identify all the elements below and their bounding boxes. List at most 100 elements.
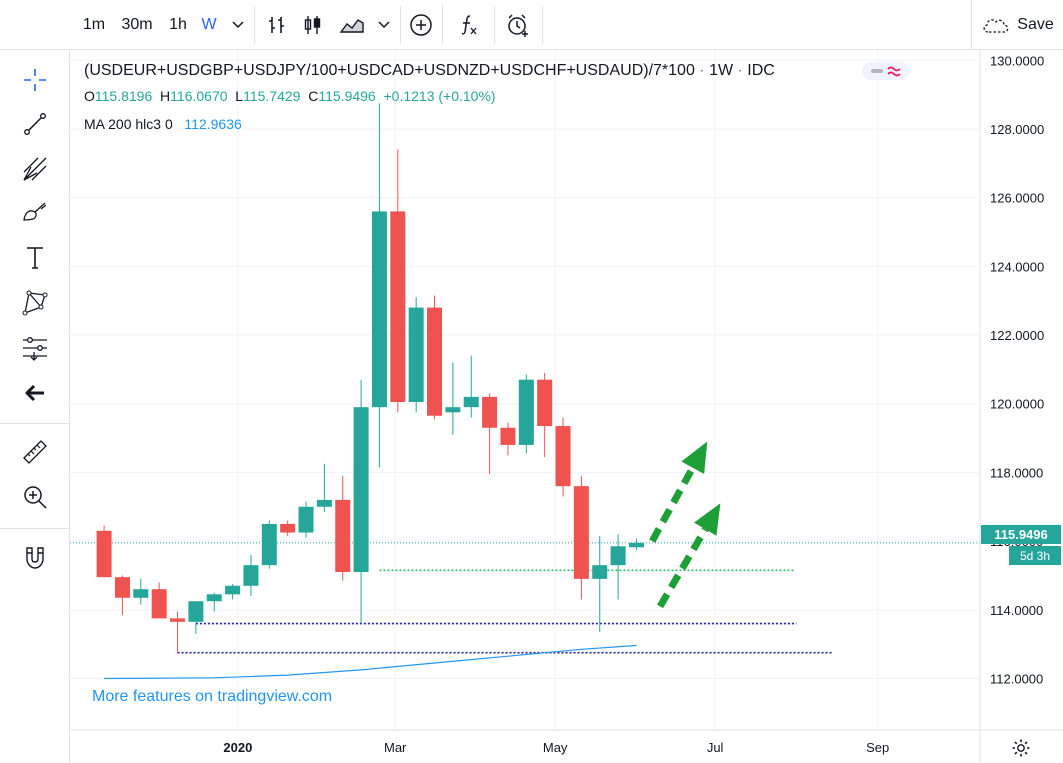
candle-body [390, 211, 406, 403]
interval-w[interactable]: W [196, 0, 222, 50]
time-tick-label: May [543, 740, 568, 755]
cloud-icon [983, 19, 1009, 33]
price-tick-label: 120.0000 [990, 397, 1044, 412]
legend-title-row: (USDEUR+USDGBP+USDJPY/100+USDCAD+USDNZD+… [84, 62, 775, 80]
toolbar-divider [400, 6, 401, 44]
interval-1m[interactable]: 1m [76, 0, 112, 50]
back-tool[interactable] [15, 373, 55, 413]
ma-legend-row[interactable]: MA 200 hlc3 0 112.9636 [84, 116, 242, 132]
plus-circle-icon [410, 14, 432, 36]
candle-body [96, 530, 112, 578]
candle-body [353, 407, 369, 573]
ma-layer [104, 644, 637, 680]
pattern-tool[interactable] [15, 283, 55, 323]
indicators-button[interactable] [452, 0, 486, 50]
symbol-name[interactable]: (USDEUR+USDGBP+USDJPY/100+USDCAD+USDNZD+… [84, 62, 695, 79]
ma-value: 112.9636 [184, 116, 242, 132]
candle-body [573, 486, 589, 579]
arrows-layer[interactable] [649, 441, 721, 609]
open-label: O [84, 88, 95, 104]
candle-body [482, 396, 498, 428]
time-tick-label: Sep [866, 740, 889, 755]
text-tool[interactable] [15, 238, 55, 278]
change-value: +0.1213 (+0.10%) [383, 88, 496, 104]
candles-layer [96, 103, 644, 653]
candle-body [427, 307, 443, 416]
gear-icon [1012, 739, 1030, 757]
ohlc-row: O115.8196 H116.0670 L115.7429 C115.9496 … [84, 88, 496, 104]
interval-1h[interactable]: 1h [162, 0, 194, 50]
horizontal-lines-layer[interactable] [70, 542, 980, 654]
back-arrow-icon [25, 384, 44, 402]
toolbar-divider [254, 6, 255, 44]
price-tick-label: 118.0000 [990, 465, 1043, 480]
magnet-icon [26, 547, 44, 569]
candle-body [463, 396, 479, 408]
compare-button[interactable] [404, 0, 438, 50]
candles-style-button[interactable] [296, 0, 330, 50]
trend-line-icon [24, 113, 46, 135]
candle-body [170, 618, 186, 622]
zoom-in-tool[interactable] [15, 477, 55, 517]
high-label: H [160, 88, 171, 104]
ruler-tool[interactable] [15, 432, 55, 472]
high-value: 116.0670 [170, 88, 228, 104]
legend-separator: · [694, 62, 710, 79]
legend-separator: · [733, 62, 748, 79]
fib-tool[interactable] [15, 149, 55, 189]
price-tick-label: 122.0000 [990, 328, 1044, 343]
trend-arrow-head [693, 503, 721, 536]
interval-label: 30m [121, 16, 153, 33]
candle-body [316, 499, 332, 507]
candle-body [298, 506, 314, 533]
area-style-button[interactable] [334, 0, 370, 50]
interval-30m[interactable]: 30m [114, 0, 160, 50]
interval-label: 1m [82, 16, 106, 33]
watermark-link[interactable]: More features on tradingview.com [92, 688, 333, 705]
legend-status-badge[interactable] [862, 62, 910, 80]
axis-layer: 130.0000 128.0000 126.0000 124.0000 122.0000… [70, 50, 1063, 763]
price-tick-label: 128.0000 [990, 122, 1044, 137]
measure-position-icon [23, 337, 47, 361]
magnet-tool[interactable] [15, 538, 55, 578]
candle-body [592, 565, 608, 579]
alarm-clock-icon [508, 14, 528, 37]
save-button[interactable]: Save [971, 0, 1063, 50]
candle-body [518, 379, 534, 445]
interval-dropdown[interactable] [226, 0, 250, 50]
chart-style-dropdown[interactable] [372, 0, 396, 50]
close-value: 115.9496 [318, 88, 376, 104]
price-tick-label: 124.0000 [990, 259, 1044, 274]
open-value: 115.8196 [94, 88, 153, 104]
bars-style-button[interactable] [260, 0, 294, 50]
time-tick-label: 2020 [223, 740, 252, 755]
ruler-icon [23, 440, 47, 464]
price-tick-label: 112.0000 [990, 671, 1043, 686]
bars-icon [269, 17, 284, 33]
chart-settings-button[interactable] [1008, 735, 1034, 761]
chevron-down-icon [232, 21, 244, 29]
candle-body [371, 211, 387, 408]
trend-line-tool[interactable] [15, 104, 55, 144]
time-tick-label: Jul [707, 740, 724, 755]
source-label: IDC [747, 62, 775, 79]
save-label: Save [1017, 16, 1054, 33]
toolbar-divider [494, 6, 495, 44]
zoom-in-icon [24, 486, 47, 509]
measure-position-tool[interactable] [15, 328, 55, 368]
brush-tool[interactable] [15, 193, 55, 233]
candle-body [114, 577, 130, 598]
alert-button[interactable] [500, 0, 536, 50]
brush-icon [23, 202, 47, 221]
low-value: 115.7429 [243, 88, 301, 104]
crosshair-tool[interactable] [15, 60, 55, 100]
close-label: C [308, 88, 319, 104]
top-toolbar: 1m 30m 1h W [0, 0, 1063, 50]
time-tick-label: Mar [384, 740, 407, 755]
tool-divider [0, 528, 69, 529]
chevron-down-icon [378, 21, 390, 29]
price-tick-label: 130.0000 [990, 53, 1044, 68]
fib-pitchfork-icon [23, 157, 47, 181]
